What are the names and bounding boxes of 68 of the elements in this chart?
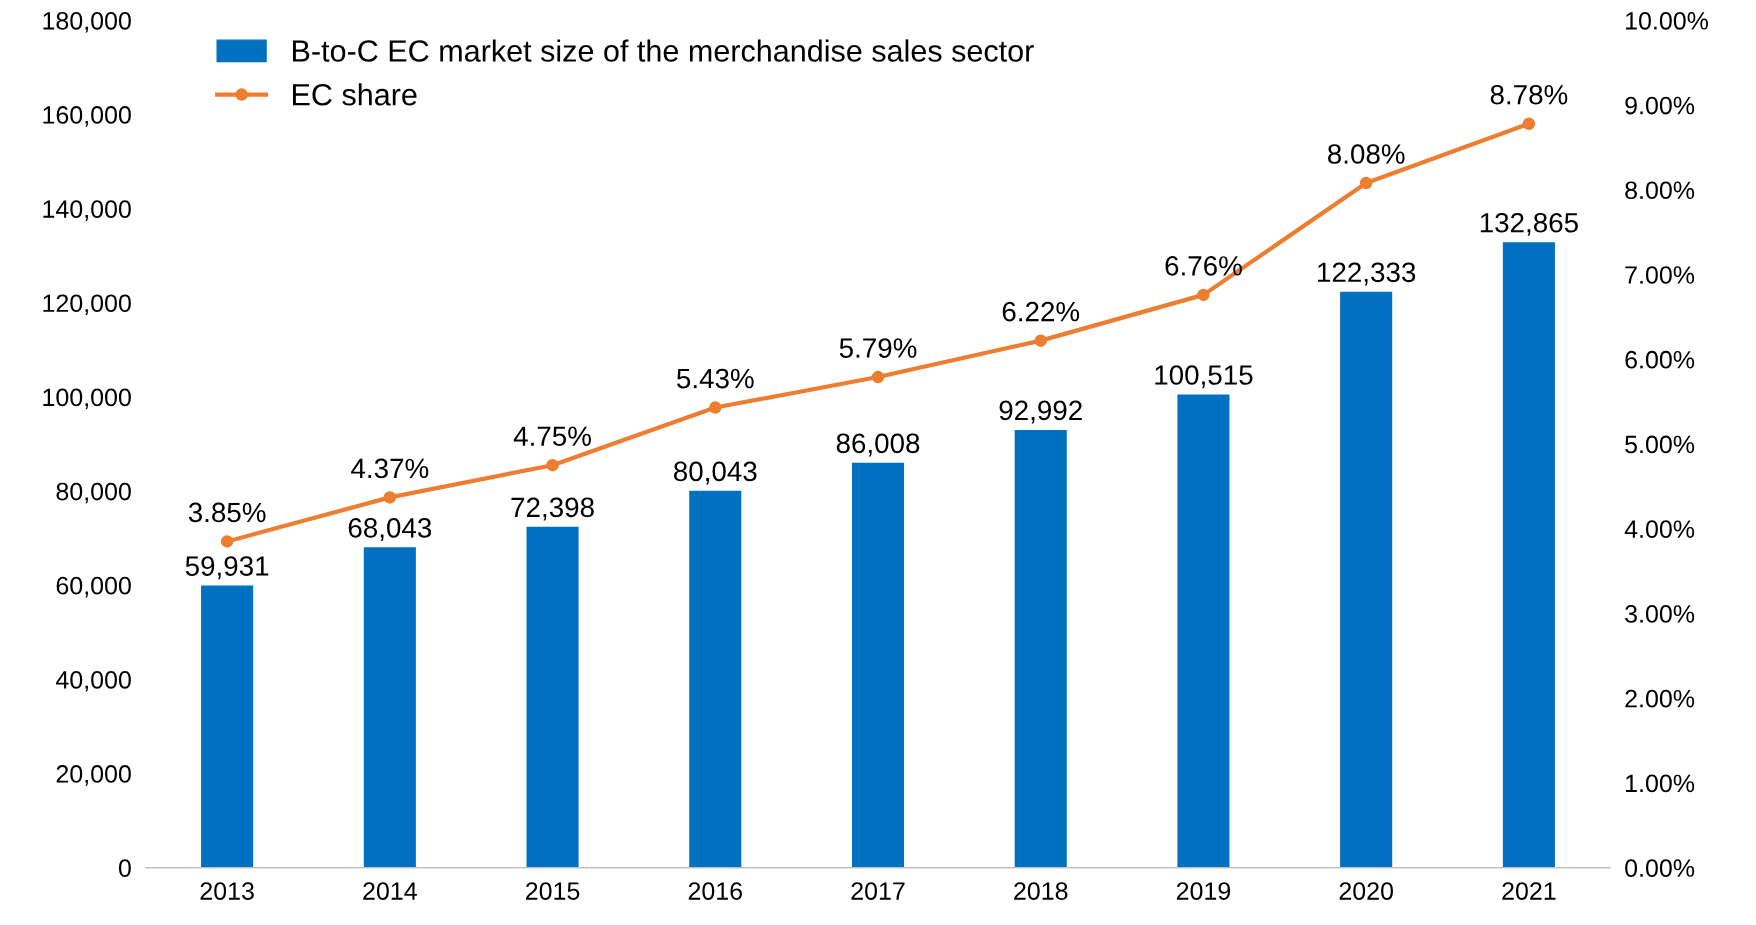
bar <box>363 547 416 868</box>
point <box>1197 288 1210 302</box>
y-tick-label: 180,000 <box>43 11 131 33</box>
y-tick-label: 160,000 <box>43 106 131 127</box>
x-tick-label: 2015 <box>526 882 580 900</box>
x-tick-label: 2013 <box>200 882 254 900</box>
x-tick-label: 2019 <box>1176 882 1231 900</box>
y2-tick-label: 8.00% <box>1625 181 1695 200</box>
data-label: 8.78% <box>1490 84 1568 105</box>
data-label: 6.76% <box>1165 256 1242 276</box>
data-label: 80,043 <box>674 461 757 485</box>
y-tick-label: 60,000 <box>56 576 131 598</box>
bar <box>1177 394 1230 868</box>
bar <box>1340 291 1393 868</box>
y2-tick-label: 0.00% <box>1625 859 1695 877</box>
x-tick-label: 2014 <box>363 882 417 900</box>
data-label: 68,043 <box>348 518 432 541</box>
point <box>709 401 722 414</box>
data-label: 92,992 <box>999 400 1082 424</box>
y-tick-label: 100,000 <box>43 388 131 410</box>
data-label: 100,515 <box>1155 365 1253 389</box>
bar <box>1502 242 1555 868</box>
point <box>383 491 397 504</box>
y-tick-label: 140,000 <box>43 200 131 221</box>
y-tick-label: 120,000 <box>43 294 131 316</box>
data-label: 8.08% <box>1328 144 1405 164</box>
bar <box>851 462 905 868</box>
data-label: 122,333 <box>1318 262 1416 286</box>
y2-tick-label: 5.00% <box>1625 435 1695 454</box>
y-tick-label: 80,000 <box>56 482 131 504</box>
y-tick-label: 20,000 <box>56 765 131 786</box>
y-tick-label: 0 <box>118 859 131 877</box>
bar <box>201 585 254 868</box>
legend-label: B-to-C EC market size of the merchandise sales sector <box>293 39 1034 62</box>
legend-label: EC share <box>293 83 417 106</box>
data-label: 86,008 <box>836 433 920 457</box>
bar <box>689 490 742 868</box>
y-tick-label: 40,000 <box>55 670 131 692</box>
data-label: 59,931 <box>185 556 269 580</box>
point <box>1034 334 1047 347</box>
y2-tick-label: 2.00% <box>1625 689 1695 708</box>
y2-tick-label: 3.00% <box>1625 605 1695 623</box>
point <box>546 458 559 472</box>
x-tick-label: 2018 <box>1014 882 1068 900</box>
data-label: 3.85% <box>188 502 266 523</box>
x-tick-label: 2021 <box>1502 882 1556 900</box>
y2-tick-label: 10.00% <box>1626 11 1709 30</box>
bar <box>1014 429 1067 868</box>
point <box>1359 176 1373 190</box>
bar <box>526 526 579 868</box>
data-label: 5.43% <box>677 368 754 389</box>
data-label: 4.75% <box>513 426 591 447</box>
point <box>871 370 885 384</box>
data-label: 5.79% <box>839 338 917 358</box>
y2-tick-label: 9.00% <box>1625 96 1695 115</box>
y2-tick-label: 7.00% <box>1625 266 1695 284</box>
data-label: 132,865 <box>1480 212 1578 236</box>
data-label: 4.37% <box>351 458 429 479</box>
point <box>220 535 234 548</box>
y2-tick-label: 6.00% <box>1625 350 1695 369</box>
x-tick-label: 2016 <box>688 882 742 900</box>
y2-tick-label: 1.00% <box>1626 774 1695 793</box>
x-tick-label: 2017 <box>851 882 905 900</box>
x-tick-label: 2020 <box>1339 882 1393 900</box>
y2-tick-label: 4.00% <box>1624 520 1695 539</box>
point <box>1522 117 1536 130</box>
data-label: 6.22% <box>1002 301 1080 322</box>
data-label: 72,398 <box>511 497 594 521</box>
